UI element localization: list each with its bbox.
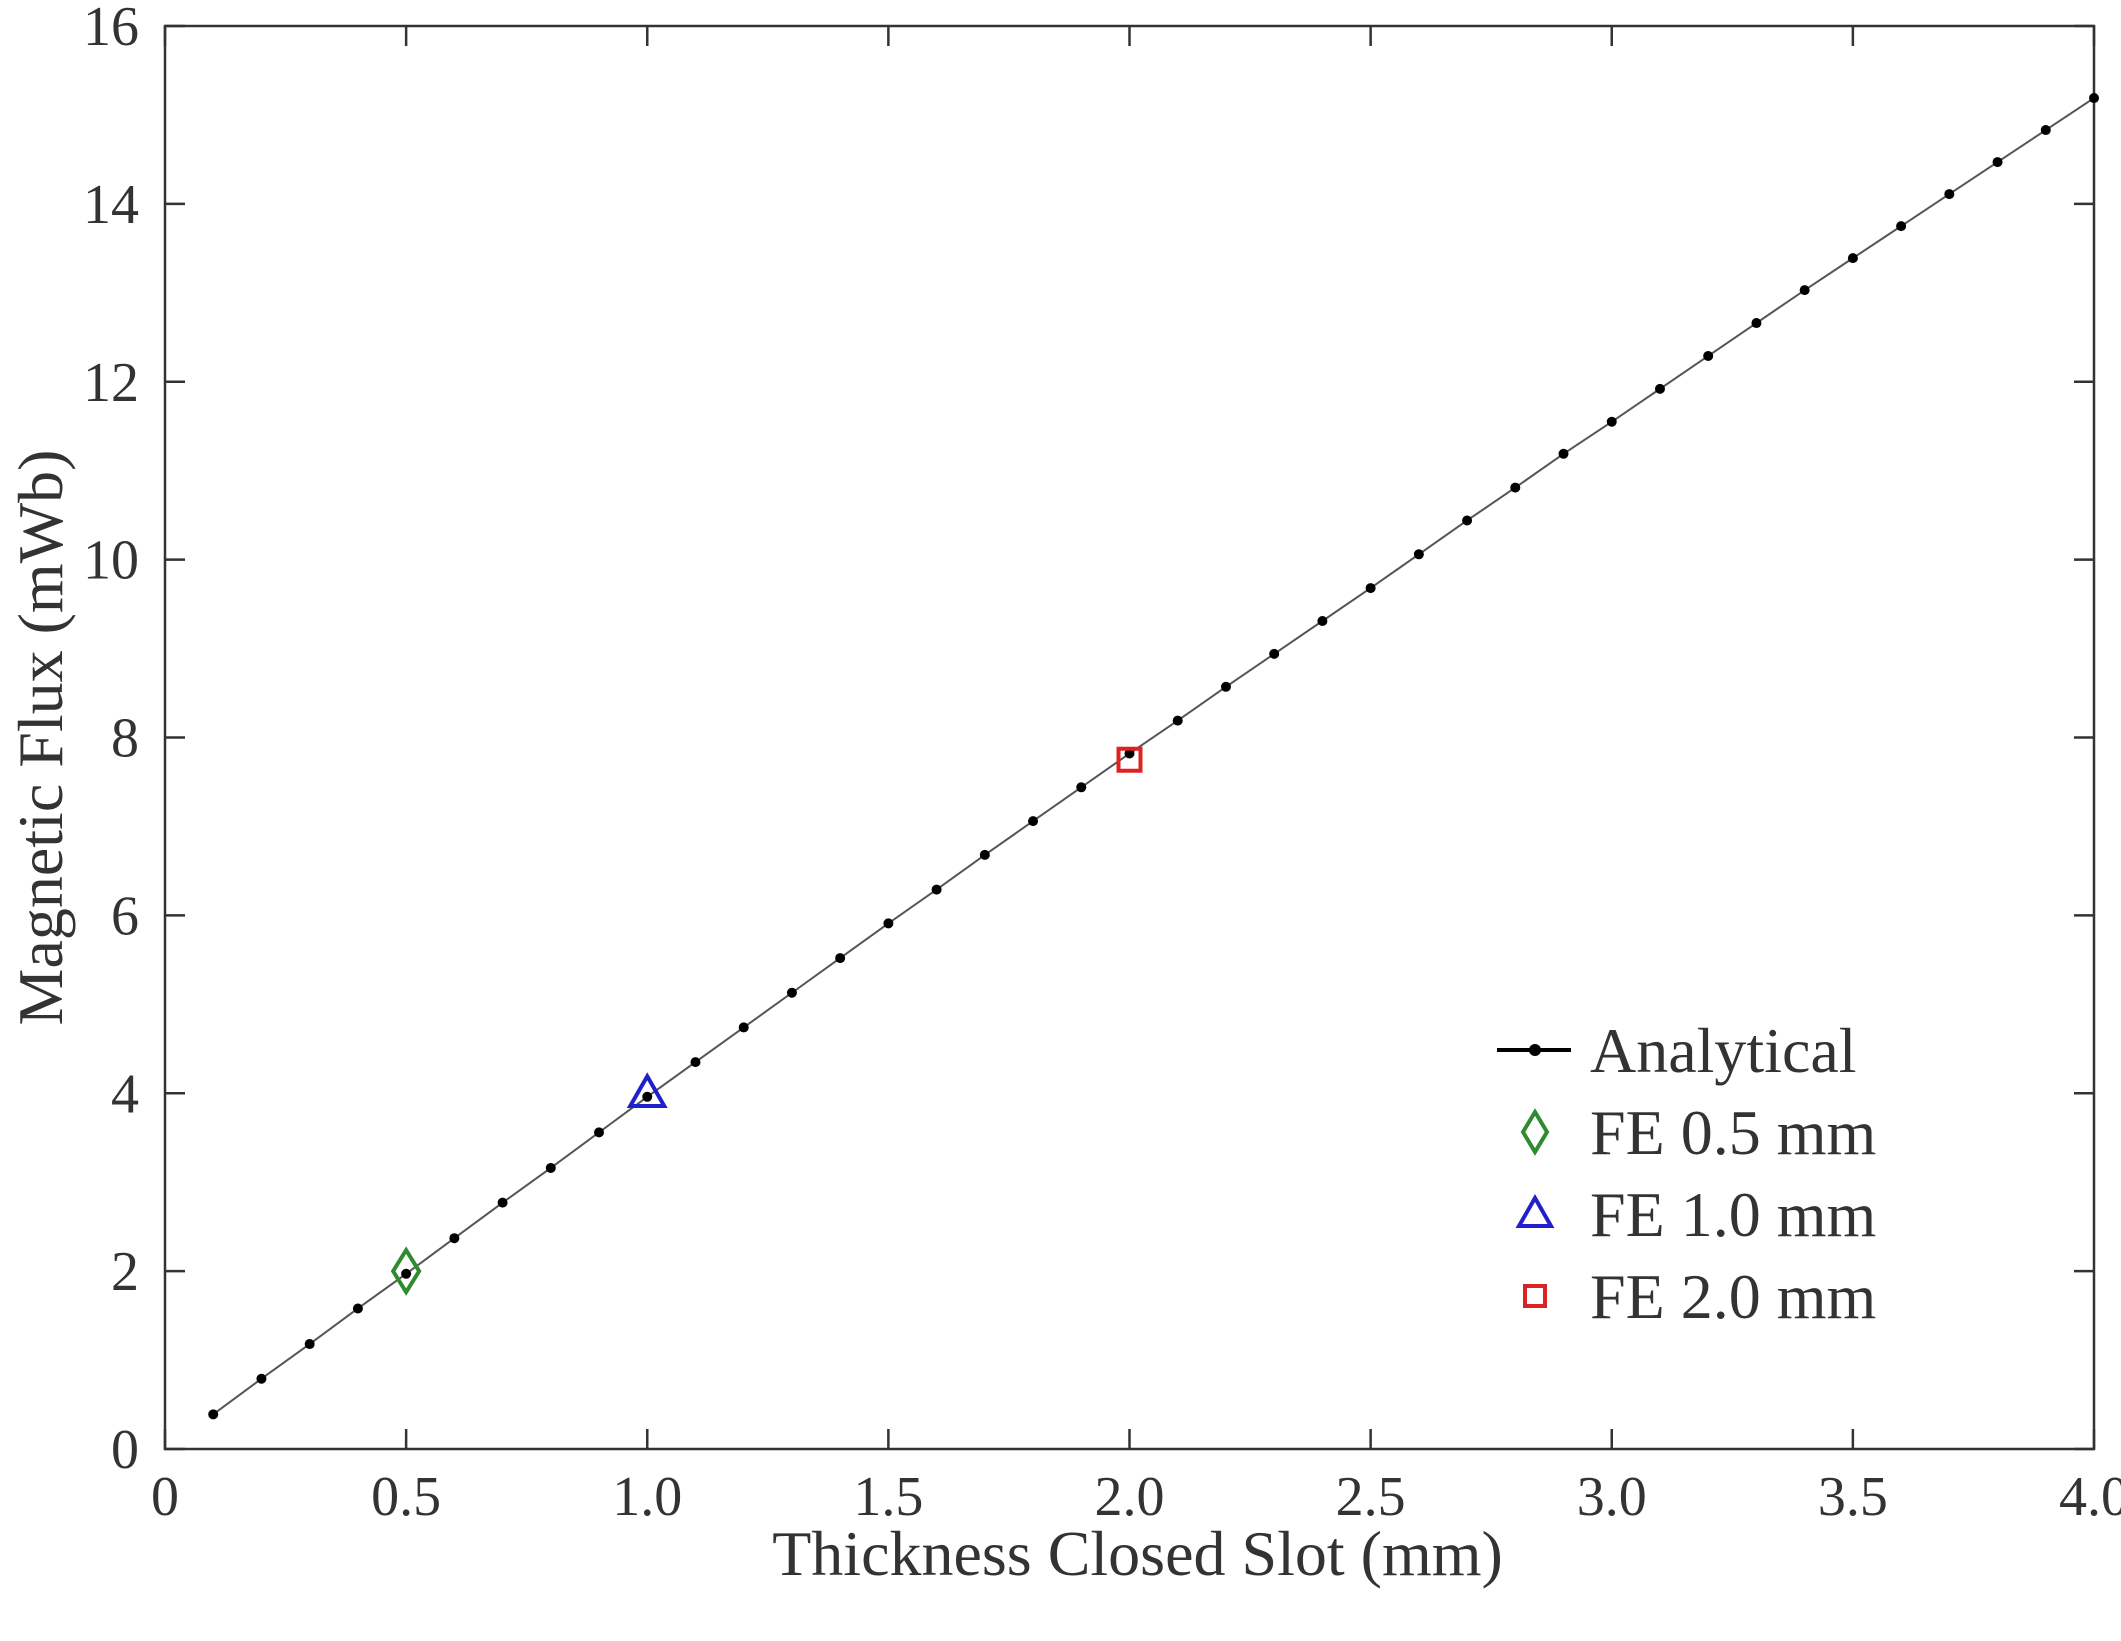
legend-diamond-icon <box>1520 1108 1550 1156</box>
analytical-point <box>1462 515 1473 526</box>
x-tick-label: 1.5 <box>853 1466 923 1528</box>
analytical-point <box>1317 615 1328 626</box>
tick-labels-group: 0 0.5 1.0 1.5 2.0 2.5 3.0 3.5 4.0 0 2 4 6 8 10 12 14 16 <box>83 0 2121 1528</box>
y-tick-label: 2 <box>111 1241 139 1303</box>
analytical-point <box>1028 816 1039 827</box>
analytical-point <box>401 1268 412 1279</box>
analytical-point <box>352 1303 363 1314</box>
analytical-point <box>835 953 846 964</box>
legend: Analytical FE 0.5 mm FE 1.0 mm FE 2.0 mm <box>1497 1015 1876 1332</box>
analytical-point <box>1751 318 1762 329</box>
y-tick-label: 12 <box>83 352 139 414</box>
analytical-point <box>979 849 990 860</box>
analytical-point <box>1992 157 2003 168</box>
analytical-point <box>786 987 797 998</box>
fe-2-0-point <box>1116 746 1143 773</box>
y-tick-label: 6 <box>111 885 139 947</box>
legend-label-analytical: Analytical <box>1590 1015 1857 1086</box>
analytical-point <box>256 1373 267 1384</box>
analytical-line <box>212 97 2095 1416</box>
legend-entry-fe-1-0: FE 1.0 mm <box>1515 1179 1876 1250</box>
analytical-point <box>1510 482 1521 493</box>
y-tick-label: 4 <box>111 1063 139 1125</box>
analytical-point <box>931 884 942 895</box>
analytical-point <box>1606 416 1617 427</box>
x-tick-label: 2.0 <box>1095 1466 1165 1528</box>
fe-0-5-point <box>390 1246 422 1296</box>
x-tick-label: 4.0 <box>2059 1466 2121 1528</box>
legend-analytical-dot-icon <box>1529 1044 1541 1056</box>
series-layer <box>208 93 2099 1420</box>
analytical-point <box>208 1409 219 1420</box>
analytical-point <box>738 1022 749 1033</box>
analytical-point <box>1703 350 1714 361</box>
x-tick-label: 2.5 <box>1336 1466 1406 1528</box>
analytical-point <box>2089 93 2099 104</box>
y-tick-label: 10 <box>83 530 139 592</box>
legend-triangle-icon <box>1515 1193 1555 1228</box>
analytical-point <box>1799 285 1810 296</box>
legend-entry-analytical: Analytical <box>1497 1015 1857 1086</box>
x-tick-label: 0.5 <box>371 1466 441 1528</box>
analytical-point <box>1896 221 1907 232</box>
x-tick-label: 3.0 <box>1577 1466 1647 1528</box>
analytical-point <box>1172 715 1183 726</box>
legend-label-fe-2-0: FE 2.0 mm <box>1590 1261 1876 1332</box>
analytical-point <box>883 918 894 929</box>
analytical-point <box>1269 648 1280 659</box>
analytical-point <box>1076 782 1087 793</box>
analytical-point <box>1558 448 1569 459</box>
analytical-point <box>1654 383 1665 394</box>
legend-label-fe-1-0: FE 1.0 mm <box>1590 1179 1876 1250</box>
x-tick-label: 1.0 <box>612 1466 682 1528</box>
analytical-point <box>1944 189 1955 200</box>
analytical-point <box>497 1197 508 1208</box>
legend-entry-fe-2-0: FE 2.0 mm <box>1523 1261 1876 1332</box>
y-axis-label: Magnetic Flux (mWb) <box>5 450 76 1026</box>
y-tick-label: 14 <box>83 174 139 236</box>
analytical-point <box>1365 583 1376 594</box>
analytical-point <box>304 1339 315 1350</box>
analytical-point <box>1124 748 1135 759</box>
legend-entry-fe-0-5: FE 0.5 mm <box>1520 1097 1876 1168</box>
analytical-point <box>1847 253 1858 264</box>
analytical-point <box>449 1233 460 1244</box>
x-tick-label: 3.5 <box>1818 1466 1888 1528</box>
analytical-point <box>642 1091 653 1102</box>
analytical-point <box>545 1162 556 1173</box>
analytical-point <box>1220 681 1231 692</box>
analytical-point <box>690 1057 701 1068</box>
y-tick-label: 8 <box>111 708 139 770</box>
x-axis-label: Thickness Closed Slot (mm) <box>772 1518 1503 1589</box>
legend-square-icon <box>1523 1284 1547 1308</box>
analytical-point <box>594 1127 605 1138</box>
y-tick-label: 0 <box>111 1419 139 1481</box>
y-tick-label: 16 <box>83 0 139 58</box>
ticks-group <box>163 24 2096 1451</box>
analytical-point <box>2040 125 2051 136</box>
x-tick-label: 0 <box>151 1466 179 1528</box>
fe-1-0-point <box>626 1072 668 1108</box>
analytical-point <box>1413 549 1424 560</box>
legend-label-fe-0-5: FE 0.5 mm <box>1590 1097 1876 1168</box>
